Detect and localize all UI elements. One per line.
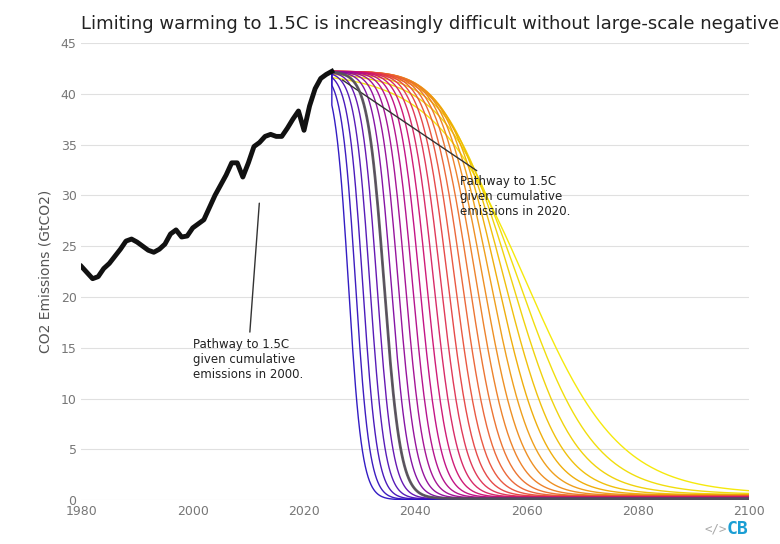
Text: Pathway to 1.5C
given cumulative
emissions in 2020.: Pathway to 1.5C given cumulative emissio… (342, 80, 570, 218)
Text: Pathway to 1.5C
given cumulative
emissions in 2000.: Pathway to 1.5C given cumulative emissio… (193, 203, 303, 381)
Text: </>: </> (705, 522, 727, 535)
Text: CB: CB (726, 520, 748, 538)
Y-axis label: CO2 Emissions (GtCO2): CO2 Emissions (GtCO2) (38, 190, 52, 353)
Text: Limiting warming to 1.5C is increasingly difficult without large-scale negative : Limiting warming to 1.5C is increasingly… (81, 15, 780, 33)
